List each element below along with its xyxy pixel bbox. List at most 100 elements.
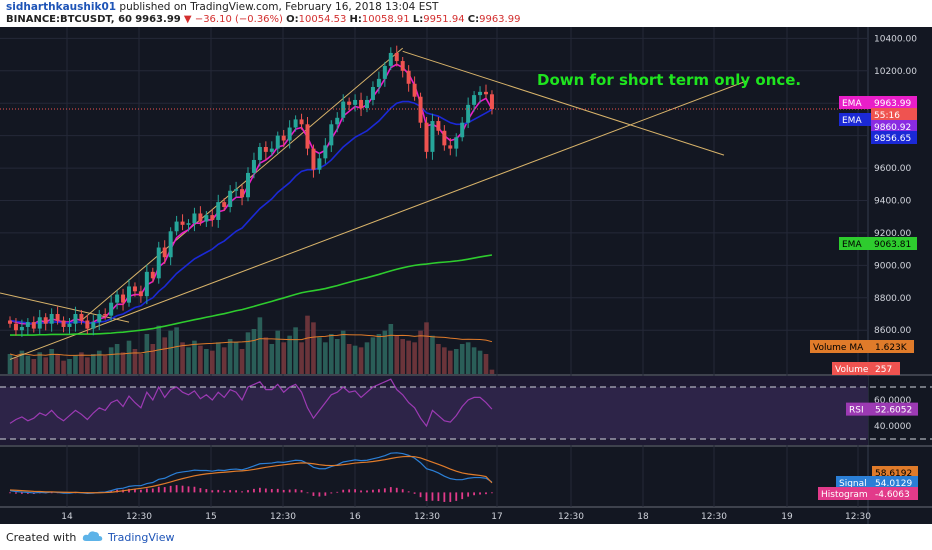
- volume-value-tag-bg: [872, 362, 900, 375]
- histogram-bar: [175, 485, 178, 493]
- volume-bar: [311, 322, 316, 374]
- chart-header: sidharthkaushik01 published on TradingVi…: [0, 0, 932, 27]
- candle-body: [49, 314, 54, 324]
- time-tick-label: 17: [491, 512, 502, 522]
- price-tick-label: 10200.00: [874, 67, 917, 77]
- volume-bar: [221, 347, 227, 374]
- price-tick-label: 8600.00: [874, 326, 911, 336]
- volume-bar: [67, 359, 72, 374]
- price-tick-label: 9200.00: [874, 229, 911, 239]
- candle-body: [43, 317, 48, 324]
- candle-body: [382, 65, 387, 79]
- candle-body: [335, 117, 340, 125]
- time-tick-label: 15: [205, 512, 216, 522]
- histogram-bar: [401, 489, 404, 493]
- volume-ma-line: [9, 333, 493, 357]
- histogram-bar: [110, 490, 113, 493]
- trendline: [81, 47, 404, 321]
- candle-body: [246, 172, 250, 198]
- rsi-value-tag-bg: [872, 402, 918, 416]
- histogram-bar: [276, 488, 279, 493]
- histogram-bar: [253, 488, 255, 493]
- histogram-bar: [241, 491, 243, 493]
- histogram-bar: [264, 488, 267, 493]
- candle-body: [8, 320, 12, 324]
- volume-bar: [55, 354, 60, 374]
- candle-body: [305, 124, 310, 149]
- candle-body: [109, 302, 114, 316]
- candle-body: [263, 146, 268, 152]
- time-tick-label: 12:30: [126, 512, 152, 522]
- tradingview-cloud-icon: [82, 531, 103, 541]
- candle-body: [394, 52, 399, 62]
- histogram-bar: [491, 492, 493, 494]
- candle-body: [311, 148, 316, 170]
- histogram-bar: [151, 488, 154, 493]
- trendline: [0, 292, 130, 323]
- price-tick-label: 9400.00: [874, 197, 911, 207]
- candle-body: [251, 159, 256, 173]
- high-value: 10058.91: [361, 14, 410, 25]
- volume-bar: [102, 355, 108, 374]
- candle-body: [424, 122, 429, 152]
- histogram-bar: [300, 490, 303, 493]
- created-with-text: Created with: [6, 531, 77, 544]
- candle-body: [144, 271, 149, 297]
- histogram-bar: [259, 487, 261, 493]
- rsi-tick-label: 60.0000: [874, 396, 911, 406]
- histogram-bar: [199, 488, 202, 493]
- volume-bar: [126, 340, 132, 374]
- histogram-bar: [21, 492, 23, 494]
- candle-body: [97, 314, 102, 323]
- volume-bar: [376, 334, 382, 374]
- volume-bar: [96, 350, 102, 374]
- histogram-bar: [282, 489, 285, 493]
- histogram-bar: [193, 486, 196, 493]
- histogram-bar: [330, 492, 333, 494]
- volume-bar: [340, 330, 346, 374]
- tradingview-brand[interactable]: TradingView: [108, 531, 175, 544]
- volume-bar: [323, 342, 328, 374]
- author-name[interactable]: sidharthkaushik01: [6, 1, 117, 13]
- volume-bar: [352, 345, 358, 374]
- volume-bar: [370, 337, 376, 374]
- candle-body: [472, 95, 477, 105]
- price-change: −36.10 (−0.36%): [194, 14, 283, 25]
- candle-body: [13, 323, 18, 331]
- candle-body: [204, 215, 209, 222]
- volume-bar: [245, 332, 251, 374]
- volume-bar: [459, 344, 465, 374]
- candle-body: [31, 322, 36, 329]
- histogram-bar: [128, 488, 130, 493]
- open-label: O:: [286, 14, 299, 25]
- volume-bar: [412, 342, 417, 374]
- volume-bar: [424, 322, 429, 374]
- volume-bar: [430, 335, 435, 374]
- candle-body: [91, 322, 96, 329]
- candle-body: [168, 231, 173, 258]
- histogram-bar: [205, 489, 208, 493]
- histogram-bar: [467, 492, 470, 497]
- histogram-bar: [169, 485, 172, 493]
- candle-body: [478, 91, 483, 96]
- histogram-bar: [407, 491, 410, 493]
- time-tick-label: 12:30: [414, 512, 440, 522]
- histogram-bar: [348, 489, 351, 493]
- volume-bar: [25, 355, 31, 374]
- ohlc-line: BINANCE:BTCUSDT, 60 9963.99 ▼ −36.10 (−0…: [6, 14, 520, 25]
- candle-body: [103, 314, 108, 316]
- price-chart[interactable]: 8600.00 8800.00 9000.00 9200.00 9400.00 9600.…: [0, 27, 932, 524]
- volume-name-tag: Volume: [835, 365, 869, 375]
- volume-bar: [382, 330, 388, 374]
- annotation-text: Down for short term only once.: [537, 71, 801, 89]
- volume-bar: [293, 327, 298, 374]
- volume-bar: [150, 344, 156, 374]
- volume-bar: [364, 342, 370, 374]
- down-arrow-icon: ▼: [183, 14, 192, 25]
- volume-bar: [79, 352, 84, 374]
- volume-bar: [257, 317, 263, 374]
- candle-body: [376, 78, 381, 87]
- publish-line: sidharthkaushik01 published on TradingVi…: [6, 1, 438, 13]
- countdown-tag: 55:16: [874, 111, 900, 121]
- candle-body: [418, 96, 423, 123]
